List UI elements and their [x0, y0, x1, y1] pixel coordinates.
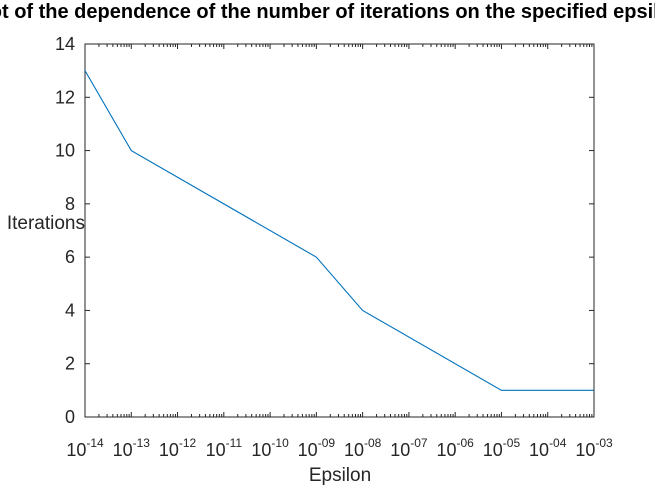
y-tick-label: 14: [55, 34, 75, 54]
y-tick-label: 0: [65, 407, 75, 427]
axes-box: [84, 43, 595, 418]
x-tick-label: 10-12: [159, 436, 197, 460]
x-tick-label: 10-11: [206, 436, 243, 460]
y-tick-label: 2: [65, 354, 75, 374]
x-tick-label: 10-14: [66, 436, 104, 460]
y-tick-label: 10: [55, 141, 75, 161]
x-tick-label: 10-08: [344, 436, 382, 460]
plot-area: 0 2 4 6 8 10 12 14 10-14 10-13 10-12 10-11 10-10 10-0…: [55, 34, 613, 460]
y-tick-label: 6: [65, 247, 75, 267]
x-tick-label: 10-05: [483, 436, 521, 460]
y-tick-label: 12: [55, 87, 75, 107]
x-tick-label: 10-06: [436, 436, 474, 460]
x-tick-label: 10-10: [251, 436, 289, 460]
x-tick-label: 10-03: [575, 436, 613, 460]
series-line: [84, 70, 594, 391]
x-tick-label: 10-04: [529, 436, 567, 460]
x-tick-label: 10-13: [113, 436, 151, 460]
x-tick-label: 10-07: [390, 436, 428, 460]
y-tick-label: 4: [65, 300, 75, 320]
x-axis-label: Epsilon: [309, 465, 371, 486]
x-tick-label: 10-09: [298, 436, 336, 460]
chart-title: Plot of the dependence of the number of …: [0, 1, 655, 23]
y-axis-label: Iterations: [7, 213, 85, 234]
y-tick-label: 8: [65, 194, 75, 214]
